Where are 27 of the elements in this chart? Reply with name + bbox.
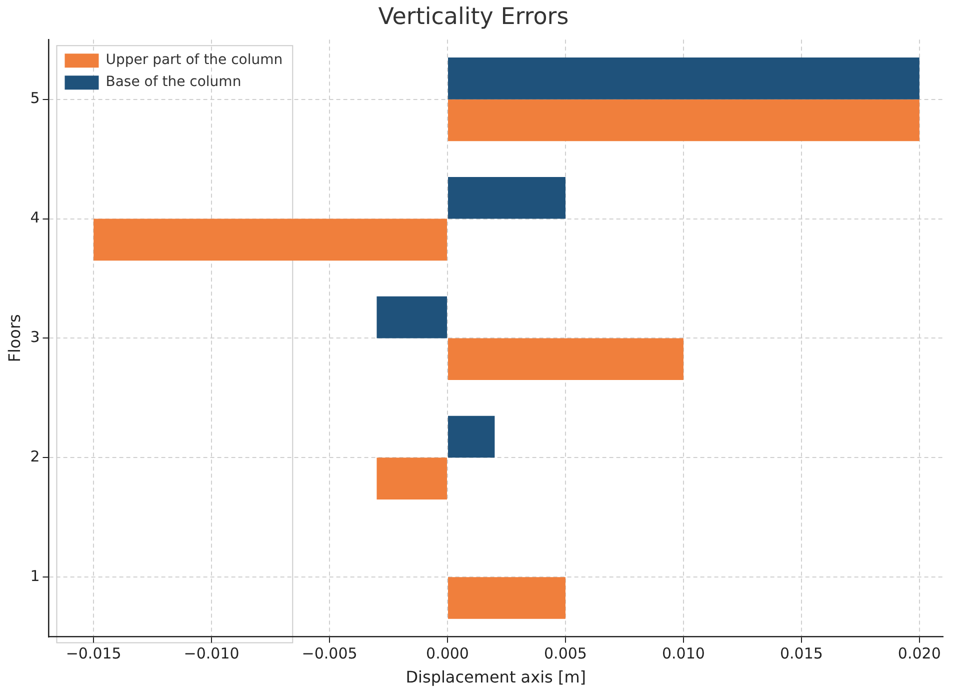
- bar: [448, 99, 920, 142]
- y-tick-label: 3: [30, 328, 40, 346]
- x-tick-label: 0.005: [544, 644, 587, 663]
- y-tick-label: 2: [30, 448, 40, 466]
- chart-title: Verticality Errors: [378, 4, 569, 30]
- y-tick-label: 1: [30, 566, 40, 585]
- x-tick-label: 0.020: [898, 644, 941, 663]
- bar: [448, 416, 495, 458]
- x-tick-label: 0.015: [780, 644, 823, 663]
- bar: [448, 338, 684, 380]
- bar: [448, 577, 566, 619]
- x-tick-label: −0.015: [66, 644, 122, 663]
- x-axis-title: Displacement axis [m]: [406, 668, 586, 687]
- bar: [94, 218, 447, 261]
- y-tick-label: 4: [30, 208, 40, 227]
- x-tick-label: 0.000: [426, 644, 469, 663]
- x-tick-label: 0.010: [662, 644, 705, 663]
- x-tick-label: −0.005: [302, 644, 358, 663]
- bar: [376, 296, 447, 338]
- bar: [376, 458, 447, 500]
- legend-label: Base of the column: [106, 74, 242, 90]
- y-axis-title: Floors: [4, 314, 24, 362]
- bar: [448, 176, 566, 219]
- y-tick-label: 5: [30, 89, 40, 108]
- x-tick-label: −0.010: [184, 644, 240, 663]
- bar: [448, 58, 920, 100]
- legend-label: Upper part of the column: [106, 52, 283, 68]
